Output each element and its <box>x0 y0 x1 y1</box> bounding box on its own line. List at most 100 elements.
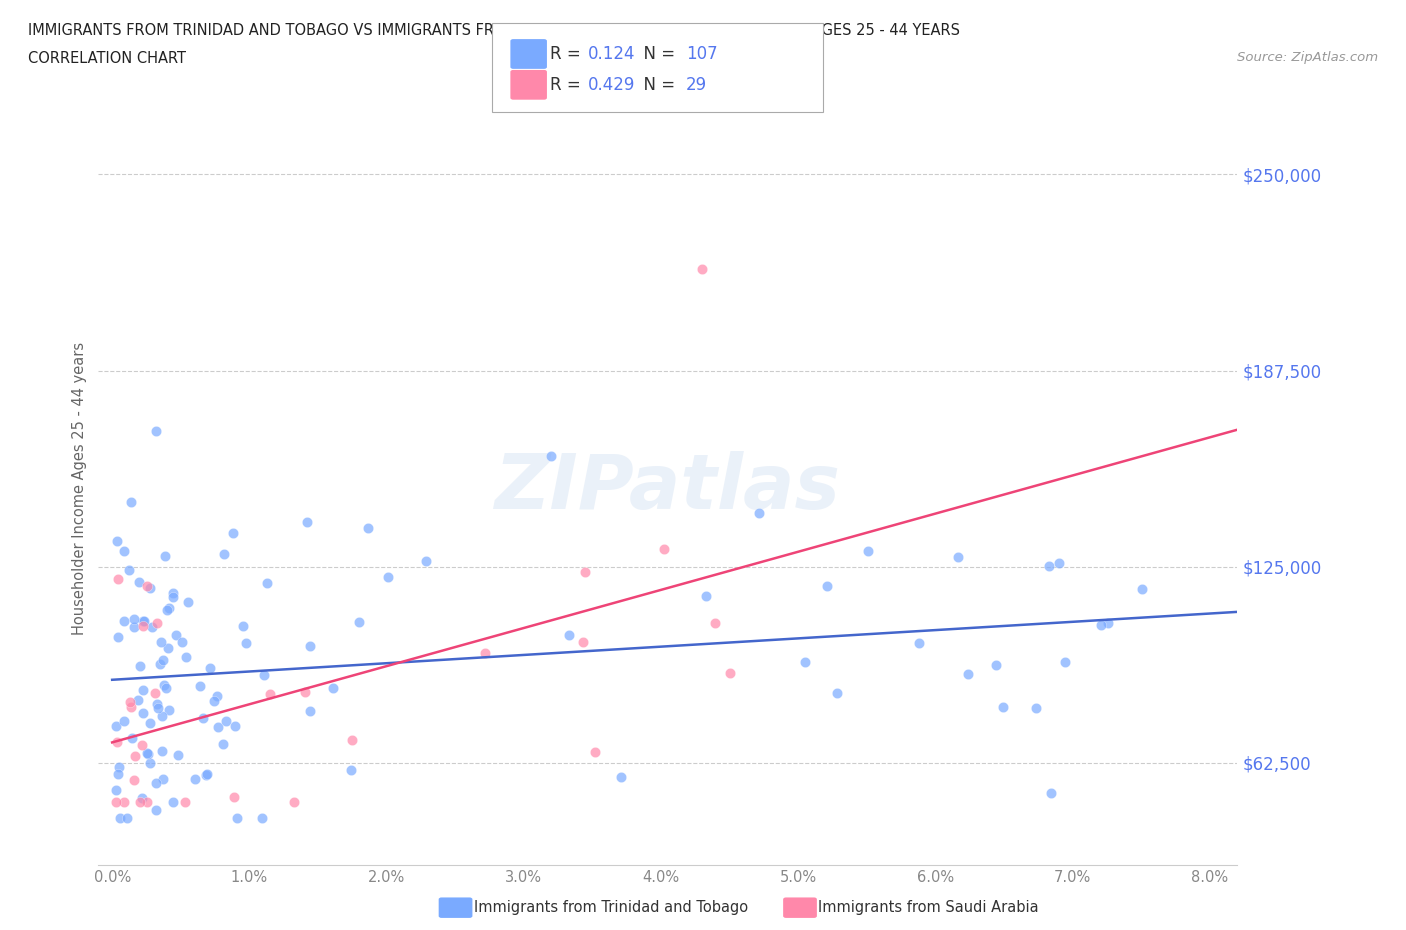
Point <box>908 635 931 650</box>
Point <box>162 590 184 604</box>
Point <box>146 700 169 715</box>
Point <box>298 703 321 718</box>
Point <box>128 794 150 809</box>
Point <box>135 745 157 760</box>
Point <box>1040 786 1063 801</box>
Point <box>115 810 138 825</box>
Point <box>1053 655 1076 670</box>
Point <box>1047 556 1070 571</box>
Point <box>128 575 150 590</box>
Point <box>122 619 145 634</box>
Point <box>107 630 129 644</box>
Point <box>815 578 838 593</box>
Point <box>321 681 343 696</box>
Point <box>124 749 146 764</box>
Point <box>946 550 969 565</box>
Point <box>993 699 1015 714</box>
Point <box>695 589 717 604</box>
Point <box>112 714 135 729</box>
Point <box>415 553 437 568</box>
Point <box>825 686 848 701</box>
Point <box>118 695 141 710</box>
Point <box>117 563 139 578</box>
Point <box>107 766 129 781</box>
Point <box>193 711 215 725</box>
Point <box>173 794 195 809</box>
Point <box>172 635 194 650</box>
Point <box>162 585 184 600</box>
Point <box>141 619 163 634</box>
Point <box>165 628 187 643</box>
Point <box>112 794 135 809</box>
Point <box>222 790 245 804</box>
Point <box>145 803 167 817</box>
Text: R =: R = <box>550 76 586 94</box>
Point <box>153 677 176 692</box>
Y-axis label: Householder Income Ages 25 - 44 years: Householder Income Ages 25 - 44 years <box>72 341 87 635</box>
Text: 0.124: 0.124 <box>588 45 636 63</box>
Point <box>105 794 128 809</box>
Point <box>162 794 184 809</box>
Point <box>121 731 143 746</box>
Text: Source: ZipAtlas.com: Source: ZipAtlas.com <box>1237 51 1378 64</box>
Point <box>120 699 142 714</box>
Text: 29: 29 <box>686 76 707 94</box>
Point <box>152 653 174 668</box>
Point <box>105 718 128 733</box>
Point <box>132 683 155 698</box>
Point <box>1025 700 1047 715</box>
Point <box>652 541 675 556</box>
Point <box>340 732 363 747</box>
Point <box>132 618 155 633</box>
Point <box>225 810 247 825</box>
Text: 0.429: 0.429 <box>588 76 636 94</box>
Point <box>150 634 173 649</box>
Point <box>215 714 238 729</box>
Text: IMMIGRANTS FROM TRINIDAD AND TOBAGO VS IMMIGRANTS FROM SAUDI ARABIA HOUSEHOLDER : IMMIGRANTS FROM TRINIDAD AND TOBAGO VS I… <box>28 23 960 38</box>
Point <box>200 660 222 675</box>
Point <box>1090 618 1112 632</box>
Point <box>474 645 496 660</box>
Point <box>129 659 152 674</box>
Point <box>690 261 713 276</box>
Point <box>166 748 188 763</box>
Point <box>107 760 129 775</box>
Point <box>112 614 135 629</box>
Point <box>748 506 770 521</box>
Point <box>856 544 879 559</box>
Point <box>136 794 159 809</box>
Point <box>149 657 172 671</box>
Point <box>136 746 159 761</box>
Point <box>574 565 596 579</box>
Point <box>127 693 149 708</box>
Point <box>155 680 177 695</box>
Point <box>250 810 273 825</box>
Text: R =: R = <box>550 45 586 63</box>
Point <box>143 685 166 700</box>
Point <box>138 580 160 595</box>
Point <box>108 810 131 825</box>
Point <box>131 613 153 628</box>
Text: N =: N = <box>633 76 681 94</box>
Point <box>207 719 229 734</box>
Point <box>194 767 217 782</box>
Point <box>174 649 197 664</box>
Point <box>156 603 179 618</box>
Point <box>184 772 207 787</box>
Point <box>583 745 606 760</box>
Text: Immigrants from Saudi Arabia: Immigrants from Saudi Arabia <box>818 900 1039 915</box>
Point <box>195 767 218 782</box>
Point <box>298 639 321 654</box>
Point <box>1097 616 1119 631</box>
Point <box>112 543 135 558</box>
Point <box>136 578 159 593</box>
Point <box>131 737 153 752</box>
Point <box>294 684 316 699</box>
Point <box>259 686 281 701</box>
Text: Immigrants from Trinidad and Tobago: Immigrants from Trinidad and Tobago <box>474 900 748 915</box>
Point <box>347 615 370 630</box>
Point <box>1038 558 1060 573</box>
Point <box>283 794 305 809</box>
Point <box>105 534 128 549</box>
Point <box>122 773 145 788</box>
